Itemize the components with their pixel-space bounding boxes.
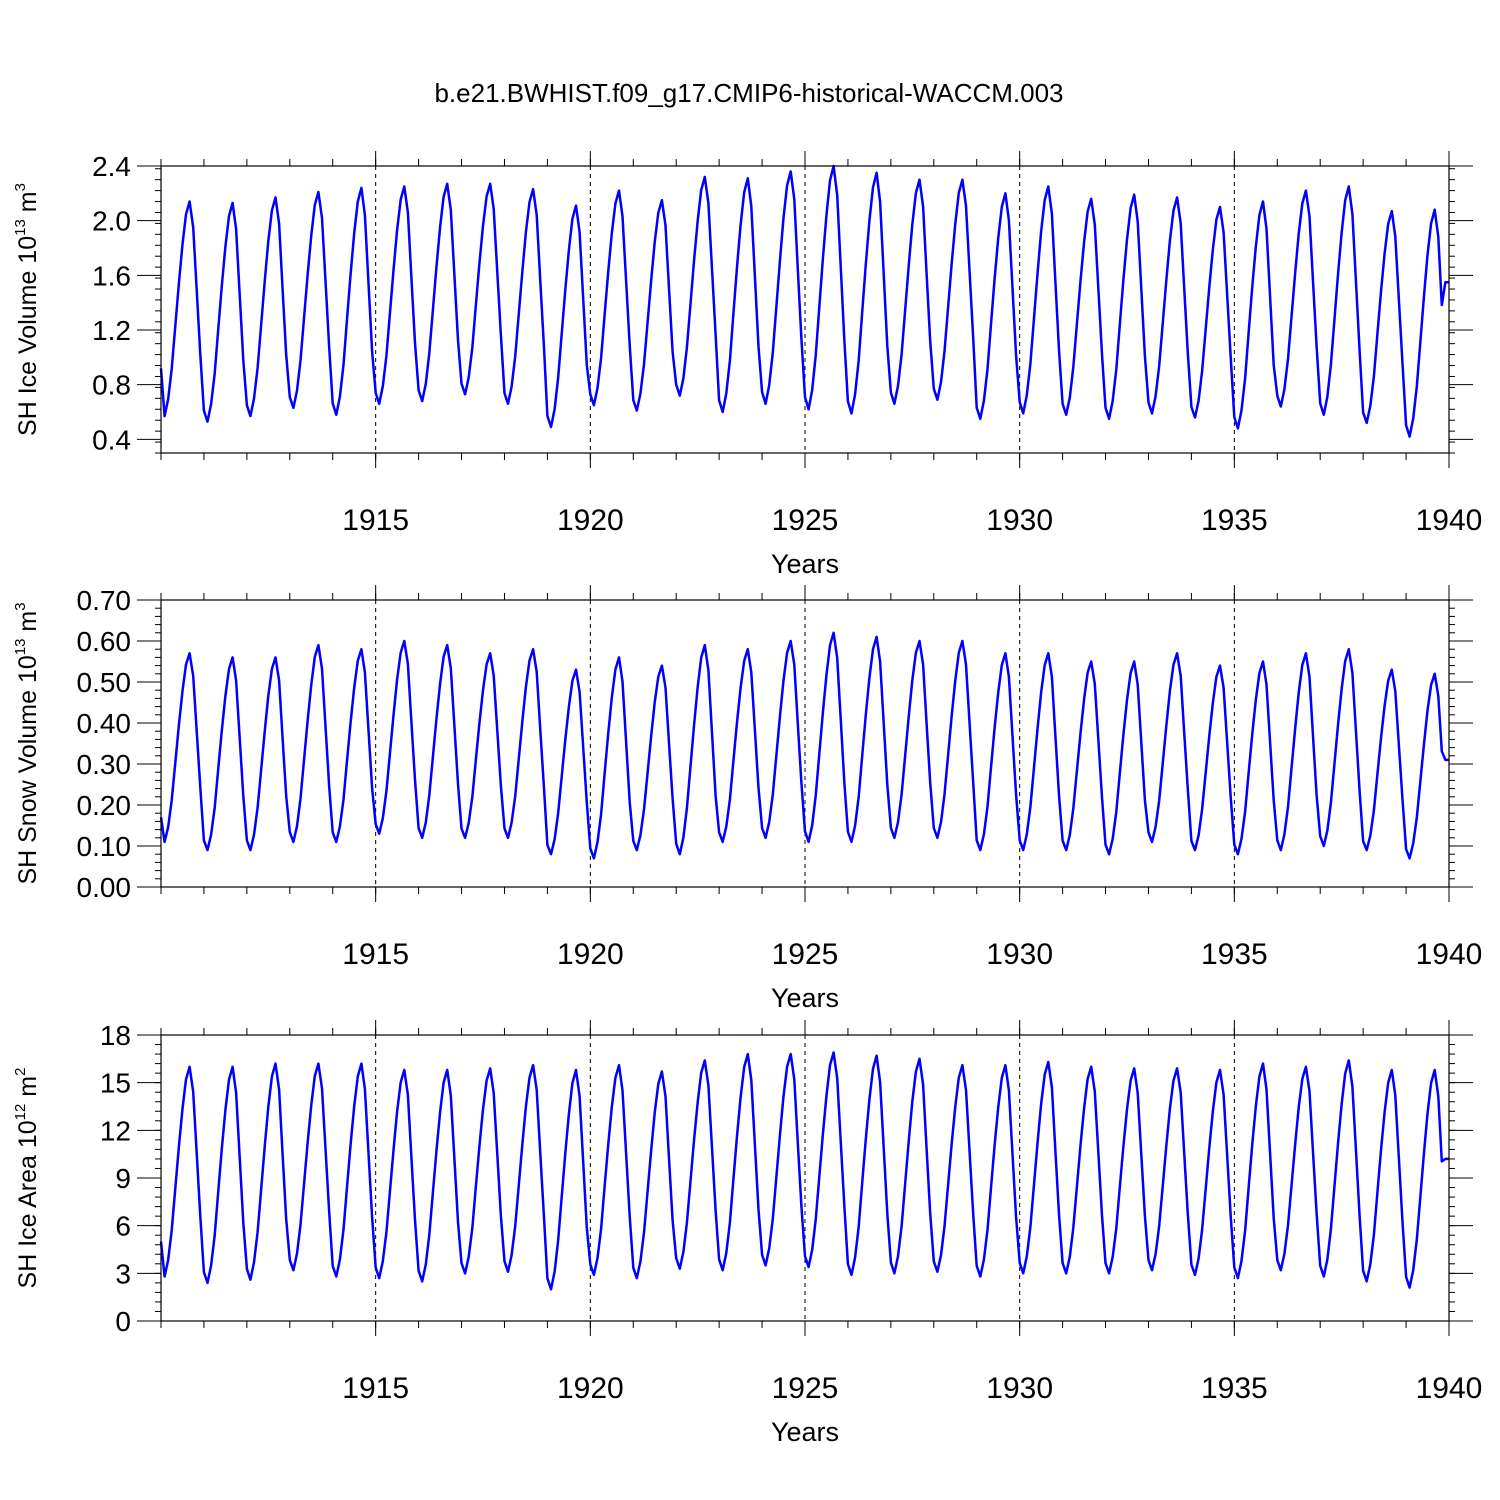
chart-panel-1: 0.4 0.8 1.2 1.6 2.0 2.4 1915 1920 1925 1930 1935 19… xyxy=(12,151,1482,579)
panels: 0.4 0.8 1.2 1.6 2.0 2.4 1915 1920 1925 1930 1935 19… xyxy=(12,151,1482,1447)
y-tick-label: 2.4 xyxy=(92,151,131,182)
y-tick-label: 0.20 xyxy=(77,790,132,821)
x-tick-label: 1915 xyxy=(342,504,409,537)
y-tick-label: 0.50 xyxy=(77,667,132,698)
x-axis-label: Years xyxy=(771,1417,839,1447)
plot-frame xyxy=(160,1034,1450,1322)
y-tick-label: 0.4 xyxy=(92,424,131,455)
y-tick-label: 0.70 xyxy=(77,585,132,616)
y-axis-label-unit-exponent: 2 xyxy=(12,1068,29,1076)
x-tick-label: 1935 xyxy=(1201,938,1268,971)
x-axis-label: Years xyxy=(771,983,839,1013)
y-tick-label: 0 xyxy=(115,1306,131,1337)
y-axis-label: SH Snow Volume 1013 m3 xyxy=(12,602,42,884)
x-tick-label: 1920 xyxy=(557,938,624,971)
y-axis-label-exponent: 13 xyxy=(12,639,29,656)
y-tick-label: 1.6 xyxy=(92,260,131,291)
x-tick-label: 1930 xyxy=(986,504,1053,537)
x-tick-label: 1940 xyxy=(1416,1372,1483,1405)
x-tick-label: 1920 xyxy=(557,1372,624,1405)
x-tick-label: 1940 xyxy=(1416,504,1483,537)
x-tick-label: 1925 xyxy=(772,504,839,537)
y-tick-label: 12 xyxy=(100,1115,131,1146)
y-tick-label: 1.2 xyxy=(92,315,131,346)
y-axis-label-text: SH Ice Area 10 xyxy=(14,1120,42,1288)
y-axis-label: SH Ice Area 1012 m2 xyxy=(12,1068,42,1289)
x-tick-label: 1915 xyxy=(342,1372,409,1405)
chart-panel-3: 0 3 6 9 12 15 18 1915 1920 1925 1930 1935 1940 Years S… xyxy=(12,1020,1482,1447)
x-tick-label: 1935 xyxy=(1201,504,1268,537)
data-series-line xyxy=(159,1051,1449,1291)
y-tick-label: 0.30 xyxy=(77,749,132,780)
y-tick-label: 0.10 xyxy=(77,831,132,862)
x-axis-label: Years xyxy=(771,549,839,579)
x-tick-label: 1940 xyxy=(1416,938,1483,971)
y-axis-label-unit: m xyxy=(14,1076,42,1104)
x-tick-label: 1935 xyxy=(1201,1372,1268,1405)
chart-panel-2: 0.00 0.10 0.20 0.30 0.40 0.50 0.60 0.70 1915 1920… xyxy=(12,585,1482,1013)
y-tick-label: 0.8 xyxy=(92,370,131,401)
x-tick-label: 1925 xyxy=(772,938,839,971)
y-tick-label: 3 xyxy=(115,1258,131,1289)
data-series-line xyxy=(159,164,1449,438)
y-tick-label: 0.00 xyxy=(77,872,132,903)
plot-frame xyxy=(160,599,1450,888)
y-axis-label-exponent: 13 xyxy=(12,219,29,236)
y-axis-label-text: SH Ice Volume 10 xyxy=(14,236,42,436)
y-axis-label-unit: m xyxy=(14,611,42,639)
data-series-line xyxy=(159,631,1449,860)
y-axis-label-text: SH Snow Volume 10 xyxy=(14,655,42,884)
y-axis-label-exponent: 12 xyxy=(12,1104,29,1121)
y-axis-label-unit-exponent: 3 xyxy=(12,602,29,610)
y-tick-label: 0.60 xyxy=(77,626,132,657)
y-axis-label-unit: m xyxy=(14,191,42,219)
x-tick-label: 1920 xyxy=(557,504,624,537)
y-tick-label: 18 xyxy=(100,1020,131,1051)
x-tick-label: 1930 xyxy=(986,1372,1053,1405)
x-tick-label: 1925 xyxy=(772,1372,839,1405)
figure-title: b.e21.BWHIST.f09_g17.CMIP6-historical-WA… xyxy=(434,78,1063,108)
plot-frame xyxy=(160,165,1450,454)
y-axis-label: SH Ice Volume 1013 m3 xyxy=(12,183,42,436)
x-tick-label: 1930 xyxy=(986,938,1053,971)
x-tick-label: 1915 xyxy=(342,938,409,971)
y-tick-label: 0.40 xyxy=(77,708,132,739)
y-axis-label-unit-exponent: 3 xyxy=(12,183,29,191)
y-tick-label: 6 xyxy=(115,1211,131,1242)
y-tick-label: 9 xyxy=(115,1163,131,1194)
y-tick-label: 2.0 xyxy=(92,206,131,237)
y-tick-label: 15 xyxy=(100,1068,131,1099)
